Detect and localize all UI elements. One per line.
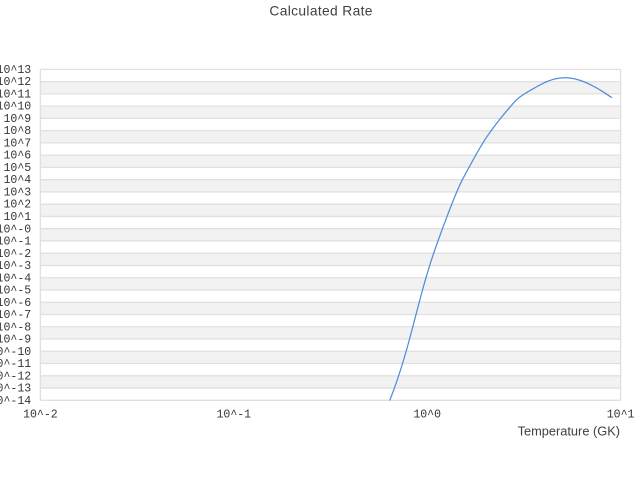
svg-text:10^7: 10^7 — [3, 137, 31, 150]
svg-text:10^-11: 10^-11 — [0, 358, 31, 371]
svg-text:10^1: 10^1 — [3, 211, 31, 224]
svg-text:10^13: 10^13 — [0, 64, 31, 77]
svg-text:10^6: 10^6 — [3, 150, 31, 163]
svg-text:10^-7: 10^-7 — [0, 309, 31, 322]
svg-text:10^-10: 10^-10 — [0, 346, 31, 359]
svg-text:10^9: 10^9 — [3, 113, 31, 126]
svg-text:10^3: 10^3 — [3, 186, 31, 199]
svg-text:10^-4: 10^-4 — [0, 272, 31, 285]
svg-text:Calculated Rate: Calculated Rate — [269, 4, 372, 19]
svg-text:10^0: 10^0 — [413, 409, 441, 422]
svg-text:10^-12: 10^-12 — [0, 370, 31, 383]
svg-text:10^-14: 10^-14 — [0, 395, 31, 408]
svg-text:10^5: 10^5 — [3, 162, 31, 175]
svg-text:10^-3: 10^-3 — [0, 260, 31, 273]
svg-text:10^-9: 10^-9 — [0, 334, 31, 347]
svg-text:10^2: 10^2 — [3, 199, 31, 212]
svg-text:10^-2: 10^-2 — [0, 248, 31, 261]
svg-text:10^11: 10^11 — [0, 88, 31, 101]
svg-text:10^8: 10^8 — [3, 125, 31, 138]
svg-text:10^10: 10^10 — [0, 101, 31, 114]
svg-text:10^-0: 10^-0 — [0, 223, 31, 236]
svg-text:10^-8: 10^-8 — [0, 321, 31, 334]
svg-text:10^12: 10^12 — [0, 76, 31, 89]
svg-text:10^-1: 10^-1 — [0, 236, 31, 249]
svg-text:10^-1: 10^-1 — [216, 409, 251, 422]
svg-text:10^-2: 10^-2 — [23, 409, 58, 422]
svg-text:10^4: 10^4 — [3, 174, 31, 187]
svg-text:Temperature (GK): Temperature (GK) — [518, 424, 620, 439]
svg-text:10^-6: 10^-6 — [0, 297, 31, 310]
svg-text:10^-13: 10^-13 — [0, 383, 31, 396]
svg-text:10^1: 10^1 — [607, 409, 635, 422]
svg-text:10^-5: 10^-5 — [0, 285, 31, 298]
